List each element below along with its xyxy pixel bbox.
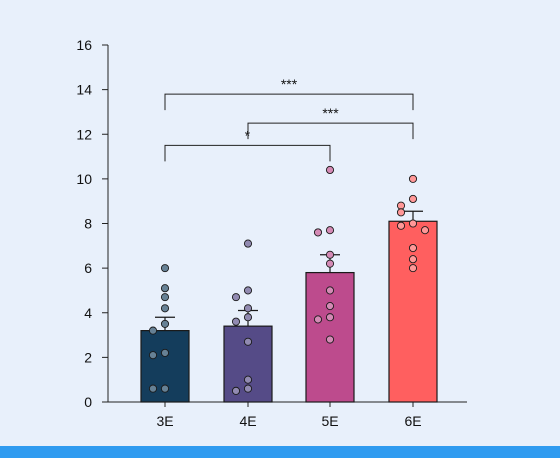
data-point (408, 243, 418, 253)
data-point (325, 286, 335, 295)
data-point (243, 384, 253, 393)
data-point (243, 304, 253, 313)
data-point (243, 337, 253, 346)
significance-bracket (247, 122, 414, 140)
data-point (160, 264, 170, 273)
data-point (396, 208, 406, 217)
data-point (160, 348, 170, 357)
data-point (408, 174, 418, 183)
data-point (148, 384, 158, 393)
bottom-accent-bar (0, 446, 560, 458)
significance-bracket (164, 144, 331, 162)
data-point (160, 319, 170, 328)
data-point (243, 375, 253, 384)
data-point (396, 221, 406, 230)
data-point (408, 255, 418, 264)
y-tick-label: 16 (76, 37, 92, 53)
data-point (160, 284, 170, 293)
data-point (313, 315, 323, 324)
x-tick-label-4E: 4E (239, 413, 256, 429)
data-point (243, 239, 253, 248)
data-point (243, 313, 253, 322)
data-point (325, 313, 335, 322)
data-point (231, 386, 241, 395)
y-tick-label: 12 (76, 126, 92, 142)
data-point (325, 259, 335, 268)
data-point (408, 264, 418, 273)
data-point (231, 293, 241, 302)
data-point (160, 293, 170, 302)
y-tick-label: 0 (84, 394, 92, 410)
data-point (160, 384, 170, 393)
data-point (160, 304, 170, 313)
x-tick-label-3E: 3E (156, 413, 173, 429)
data-point (243, 286, 253, 295)
significance-bracket (164, 93, 414, 111)
data-point (408, 219, 418, 228)
data-point (325, 302, 335, 311)
y-tick-label: 6 (84, 260, 92, 276)
significance-label: *** (322, 105, 339, 121)
data-point (148, 351, 158, 360)
data-point (325, 335, 335, 344)
data-point (325, 226, 335, 235)
x-tick-label-5E: 5E (321, 413, 338, 429)
y-tick-label: 2 (84, 349, 92, 365)
y-tick-label: 10 (76, 171, 92, 187)
significance-label: *** (281, 76, 298, 92)
y-tick-label: 14 (76, 82, 92, 98)
y-tick-label: 8 (84, 216, 92, 232)
data-point (148, 326, 158, 335)
y-tick-label: 4 (84, 305, 92, 321)
data-point (420, 226, 430, 235)
data-point (313, 228, 323, 237)
data-point (325, 250, 335, 259)
data-point (231, 317, 241, 326)
data-point (396, 201, 406, 210)
x-tick-label-6E: 6E (404, 413, 421, 429)
data-point (408, 194, 418, 204)
data-point (325, 165, 335, 174)
